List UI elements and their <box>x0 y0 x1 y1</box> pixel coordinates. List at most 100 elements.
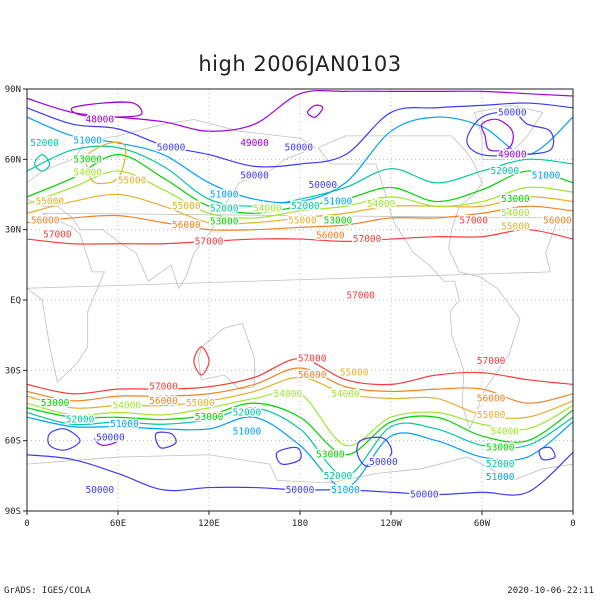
contour-label: 56000 <box>298 370 327 381</box>
contour-label: 55000 <box>477 410 506 421</box>
contour-loop-48000 <box>70 101 143 118</box>
coastline <box>25 212 559 383</box>
contour-label: 57000 <box>346 290 375 301</box>
lon-tick-label: 0 <box>24 519 29 529</box>
contour-label: 56000 <box>149 396 178 407</box>
contour-label: 51000 <box>532 171 561 182</box>
lat-tick-label: 30S <box>5 366 21 376</box>
coastline <box>26 454 574 484</box>
contour-label: 50000 <box>240 171 269 182</box>
contour-label: 54000 <box>253 204 282 215</box>
plot-title: high 2006JAN0103 <box>198 52 402 76</box>
contour-label: 53000 <box>316 450 345 461</box>
contour-label: 50000 <box>369 457 398 468</box>
contour-label: 54000 <box>501 208 530 219</box>
contour-label: 52000 <box>233 408 262 419</box>
contour-label: 50000 <box>410 490 439 501</box>
coastline <box>26 119 317 290</box>
lon-tick-label: 120E <box>198 519 220 529</box>
contour-label: 52000 <box>291 201 320 212</box>
contour-label: 50000 <box>308 180 337 191</box>
contour-line-52000 <box>26 145 574 207</box>
contour-label: 51000 <box>110 419 139 430</box>
contour-line-57000 <box>26 358 574 395</box>
contour-label: 51000 <box>210 190 239 201</box>
contour-label: 54000 <box>367 199 396 210</box>
lat-tick-label: 60N <box>5 155 21 165</box>
contour-line-52000 <box>26 407 574 477</box>
contour-label: 52000 <box>324 471 353 482</box>
lat-tick-label: 60S <box>5 437 21 447</box>
contour-label: 55000 <box>340 368 369 379</box>
contour-label: 54000 <box>331 389 360 400</box>
contour-label: 55000 <box>35 197 64 208</box>
contour-label: 53000 <box>501 194 530 205</box>
contour-label: 55000 <box>186 398 215 409</box>
contour-label: 50000 <box>285 143 314 154</box>
contour-loop-52000 <box>33 154 51 172</box>
contour-loop-49000 <box>480 118 514 152</box>
contour-loop-50000 <box>466 111 555 157</box>
contour-line-51000 <box>26 416 574 489</box>
contour-label: 55000 <box>172 201 201 212</box>
contour-label: 52000 <box>490 166 519 177</box>
lat-tick-label: 90S <box>5 507 21 517</box>
contour-label: 48000 <box>85 114 114 125</box>
coastline <box>197 322 255 390</box>
contour-line-56000 <box>26 367 574 404</box>
coastline <box>317 135 521 431</box>
contour-loop-49000 <box>306 104 324 118</box>
contour-label: 54000 <box>274 389 303 400</box>
contour-label: 55000 <box>118 175 147 186</box>
contour-label: 56000 <box>172 220 201 231</box>
contour-label: 53000 <box>73 154 102 165</box>
contour-label: 55000 <box>288 215 317 226</box>
contour-loop-55000 <box>85 141 127 185</box>
contour-label: 53000 <box>41 398 70 409</box>
contour-label: 57000 <box>195 236 224 247</box>
contour-label: 57000 <box>353 234 382 245</box>
contour-loop-50000 <box>47 428 81 451</box>
contour-loop-49000 <box>94 433 119 446</box>
lat-tick-label: EQ <box>10 296 21 306</box>
contour-loop-50000 <box>154 431 177 449</box>
lon-tick-label: 60E <box>110 519 126 529</box>
contour-label: 54000 <box>112 401 141 412</box>
footer-credit: GrADS: IGES/COLA <box>4 586 91 596</box>
contour-line-55000 <box>26 193 574 225</box>
contour-line-56000 <box>26 205 574 231</box>
contour-line-54000 <box>26 390 574 447</box>
lat-tick-label: 30N <box>5 226 21 236</box>
contour-line-57000 <box>26 229 574 245</box>
lon-tick-label: 180 <box>292 519 308 529</box>
contour-label: 53000 <box>195 412 224 423</box>
contour-label: 50000 <box>96 432 125 443</box>
lon-tick-label: 120W <box>380 519 402 529</box>
contour-line-50000 <box>26 102 574 168</box>
contour-line-53000 <box>26 402 574 456</box>
contour-label: 53000 <box>486 443 515 454</box>
contour-label: 51000 <box>233 426 262 437</box>
contour-label: 49000 <box>498 150 527 161</box>
contour-label: 56000 <box>543 215 572 226</box>
lon-tick-label: 60W <box>474 519 491 529</box>
contour-label: 52000 <box>486 459 515 470</box>
footer-timestamp: 2020-10-06-22:11 <box>507 586 594 596</box>
contour-label: 49000 <box>240 138 269 149</box>
contour-label: 57000 <box>149 382 178 393</box>
contour-label: 50000 <box>85 485 114 496</box>
contour-label: 57000 <box>459 215 488 226</box>
contour-label: 52000 <box>30 138 59 149</box>
contour-label: 57000 <box>477 356 506 367</box>
contour-label: 56000 <box>31 215 60 226</box>
contour-loop-50000 <box>275 446 302 465</box>
contour-line-53000 <box>26 154 574 214</box>
contour-label: 51000 <box>324 197 353 208</box>
contour-line-50000 <box>26 451 574 496</box>
contour-line-54000 <box>26 170 574 219</box>
contour-label: 56000 <box>316 231 345 242</box>
contour-label: 52000 <box>66 415 95 426</box>
contour-label: 57000 <box>43 229 72 240</box>
contour-label: 51000 <box>331 485 360 496</box>
contour-label: 53000 <box>210 217 239 228</box>
